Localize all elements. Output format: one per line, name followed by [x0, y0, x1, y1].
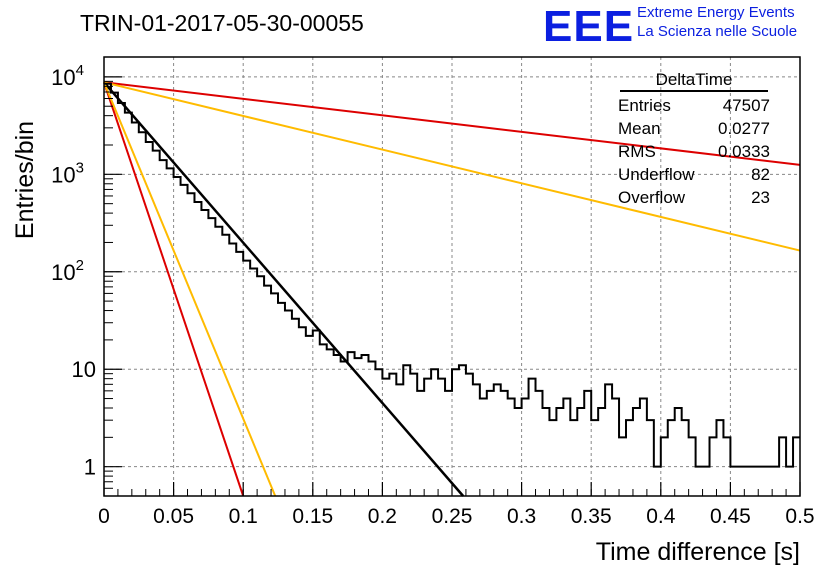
- stats-value: 0.0333: [718, 142, 770, 161]
- fit-line: [103, 81, 801, 252]
- stats-row: Entries 47507: [612, 94, 778, 117]
- stats-label: Underflow: [618, 165, 695, 184]
- stats-row: Overflow 23: [612, 186, 778, 209]
- x-tick-label: 0.4: [646, 505, 676, 528]
- fit-line: [103, 81, 277, 497]
- stats-label: Overflow: [618, 188, 686, 207]
- histogram-series: [104, 82, 800, 468]
- stats-value: 23: [751, 188, 770, 207]
- stats-title: DeltaTime: [620, 70, 768, 92]
- stats-box: DeltaTime Entries 47507 Mean 0.0277 RMS 0.0…: [612, 70, 778, 209]
- fit-lines: [103, 81, 801, 497]
- x-tick-label: 0.2: [368, 505, 397, 528]
- chart-title: TRIN-01-2017-05-30-00055: [80, 10, 364, 36]
- logo-subtitle: Extreme Energy Events La Scienza nelle S…: [637, 3, 797, 41]
- x-tick-label: 0.3: [507, 505, 536, 528]
- x-tick-label: 0.15: [292, 505, 333, 528]
- stats-label: Mean: [618, 119, 661, 138]
- x-axis-label: Time difference [s]: [596, 538, 800, 566]
- logo-line-1: Extreme Energy Events: [637, 4, 795, 21]
- x-tick-label: 0: [98, 505, 110, 528]
- stats-value: 82: [751, 165, 770, 184]
- x-tick-label: 0.25: [432, 505, 473, 528]
- stats-value: 47507: [722, 96, 770, 115]
- x-tick-label: 0.35: [571, 505, 612, 528]
- fit-line: [103, 81, 245, 497]
- logo-line-2: La Scienza nelle Scuole: [637, 23, 798, 40]
- fit-line: [103, 81, 465, 497]
- x-tick-label: 0.45: [710, 505, 751, 528]
- stats-label: RMS: [618, 142, 656, 161]
- y-axis-label: Entries/bin: [11, 121, 39, 239]
- stats-label: Entries: [618, 96, 671, 115]
- eee-logo: EEE: [543, 2, 635, 51]
- stats-value: 0.0277: [718, 119, 770, 138]
- x-tick-label: 0.05: [153, 505, 194, 528]
- y-tick-label: 102: [51, 257, 84, 285]
- stats-row: Underflow 82: [612, 163, 778, 186]
- y-tick-label: 1: [84, 455, 96, 480]
- y-tick-label: 10: [72, 357, 96, 382]
- y-axis: 1 10 102 103 104: [51, 62, 122, 497]
- y-tick-label: 104: [51, 62, 84, 90]
- x-tick-label: 0.1: [229, 505, 258, 528]
- x-tick-label: 0.5: [785, 505, 814, 528]
- x-axis: 0 0.05 0.1 0.15 0.2 0.25 0.3 0.35 0.4 0.45 0.5: [98, 482, 815, 528]
- stats-row: Mean 0.0277: [612, 117, 778, 140]
- fit-line: [103, 81, 801, 166]
- stats-row: RMS 0.0333: [612, 140, 778, 163]
- y-tick-label: 103: [51, 159, 84, 187]
